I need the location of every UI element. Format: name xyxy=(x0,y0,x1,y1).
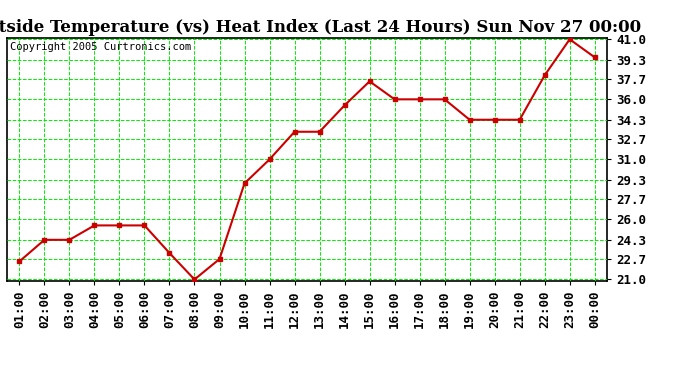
Text: Copyright 2005 Curtronics.com: Copyright 2005 Curtronics.com xyxy=(10,42,191,52)
Title: Outside Temperature (vs) Heat Index (Last 24 Hours) Sun Nov 27 00:00: Outside Temperature (vs) Heat Index (Las… xyxy=(0,19,642,36)
